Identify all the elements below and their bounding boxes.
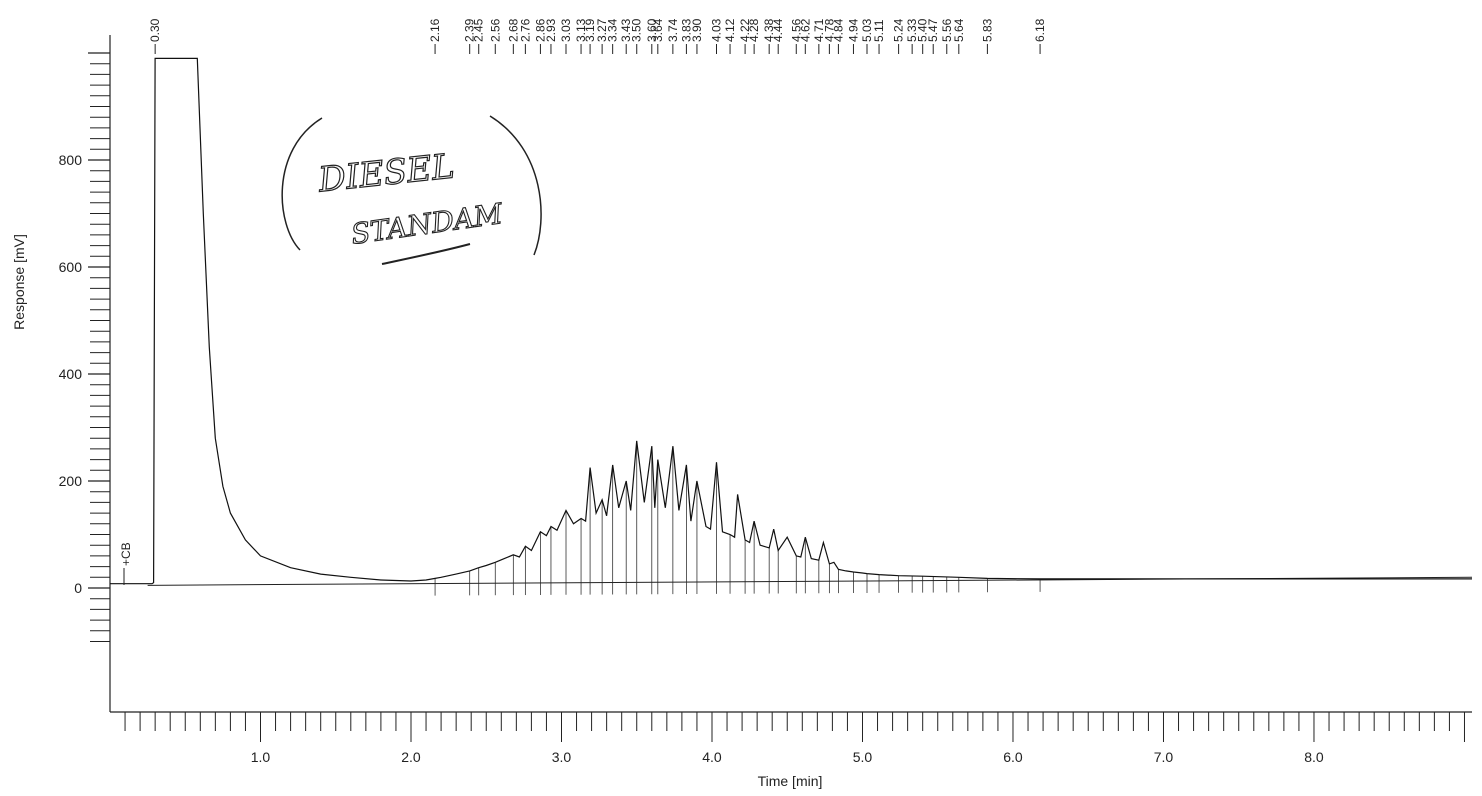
peak-label: 4.62 (798, 18, 812, 42)
peak-label: 5.56 (940, 18, 954, 42)
peak-label: 0.30 (148, 18, 162, 42)
peak-label: 2.56 (488, 18, 502, 42)
x-axis-label: Time [min] (758, 773, 823, 789)
annotation-underline (381, 243, 471, 265)
peak-label: 5.40 (916, 18, 930, 42)
peak-label: 3.34 (606, 18, 620, 42)
peak-label: 2.39 (463, 18, 477, 42)
x-tick-label: 7.0 (1154, 749, 1174, 765)
peak-label: 2.45 (472, 18, 486, 42)
peak-label: 6.18 (1033, 18, 1047, 42)
peak-label: 3.50 (630, 18, 644, 42)
annotation-line2: STANDAM (349, 197, 506, 251)
peak-label: 4.12 (723, 18, 737, 42)
peak-label: 2.93 (544, 18, 558, 42)
peak-label: 3.03 (559, 18, 573, 42)
y-tick-label: 0 (74, 580, 82, 596)
peak-label: 3.13 (574, 18, 588, 42)
baseline-tick-marks (434, 440, 1041, 596)
peak-label: 4.03 (710, 18, 724, 42)
peak-label: 2.68 (506, 18, 520, 42)
x-tick-label: 4.0 (702, 749, 722, 765)
peak-label: 2.16 (428, 18, 442, 42)
peak-labels: 0.30 2.16 2.392.45 2.56 2.682.76 2.862.93 3.03… (148, 18, 1047, 54)
peak-label: 4.56 (789, 18, 803, 42)
peak-label: 5.33 (905, 18, 919, 42)
peak-label: 3.19 (583, 18, 597, 42)
annotation-left-bracket (281, 117, 323, 251)
y-axis-ticks: 0 200 400 600 800 (59, 52, 110, 642)
y-tick-label: 200 (59, 473, 83, 489)
y-tick-label: 800 (59, 152, 83, 168)
x-axis-ticks: 1.0 2.0 3.0 4.0 5.0 6.0 7.0 8.0 (124, 712, 1465, 765)
y-tick-label: 400 (59, 366, 83, 382)
x-tick-label: 1.0 (251, 749, 271, 765)
peak-label: 4.78 (822, 18, 836, 42)
peak-label: 5.11 (872, 19, 886, 42)
peak-label: 2.86 (533, 18, 547, 42)
x-tick-label: 2.0 (401, 749, 421, 765)
cb-marker-label: +CB (119, 542, 133, 566)
peak-label: 3.83 (679, 18, 693, 42)
y-axis-label: Response [mV] (11, 234, 27, 330)
peak-label: 4.84 (831, 18, 845, 42)
peak-label: 5.24 (892, 18, 906, 42)
cb-marker: +CB (119, 542, 133, 585)
y-tick-label: 600 (59, 259, 83, 275)
annotation-right-bracket (489, 115, 542, 256)
peak-label: 3.74 (666, 18, 680, 42)
peak-label: 5.47 (926, 18, 940, 42)
handwritten-annotation: DIESEL STANDAM (281, 115, 542, 265)
x-tick-label: 5.0 (853, 749, 873, 765)
peak-label: 3.60 (645, 18, 659, 42)
peak-label: 2.76 (518, 18, 532, 42)
peak-label: 3.90 (690, 18, 704, 42)
peak-label: 3.27 (595, 18, 609, 42)
peak-label: 4.22 (738, 18, 752, 42)
x-tick-label: 3.0 (552, 749, 572, 765)
peak-label: 5.03 (860, 18, 874, 42)
peak-label: 4.44 (771, 18, 785, 42)
peak-label: 4.38 (762, 18, 776, 42)
annotation-line1: DIESEL (316, 146, 457, 200)
peak-label: 4.71 (812, 18, 826, 42)
x-tick-label: 6.0 (1003, 749, 1023, 765)
peak-label: 5.83 (980, 18, 994, 42)
x-tick-label: 8.0 (1304, 749, 1324, 765)
peak-label: 3.43 (619, 18, 633, 42)
peak-label: 4.94 (846, 18, 860, 42)
peak-label: 3.64 (651, 18, 665, 42)
detector-trace (110, 57, 1472, 585)
peak-label: 4.28 (747, 18, 761, 42)
peak-label: 5.64 (952, 18, 966, 42)
